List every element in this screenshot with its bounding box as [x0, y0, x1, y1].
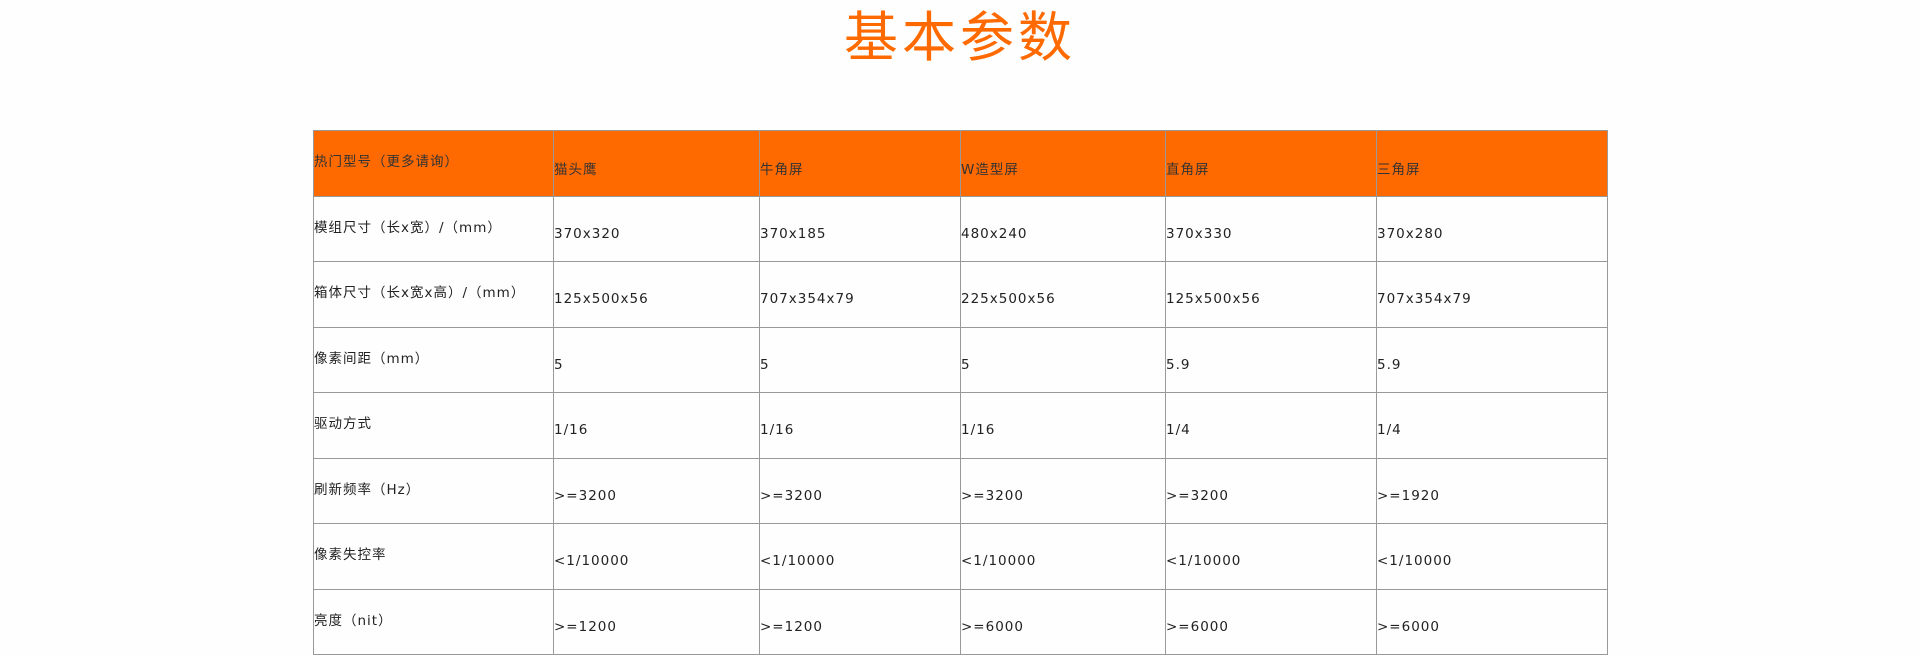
value-cell: 370x280: [1376, 195, 1608, 262]
value-cell: >=6000: [1165, 588, 1377, 655]
value-cell: 707x354x79: [1376, 261, 1608, 328]
table-header-row: 热门型号（更多请询） 猫头鹰 牛角屏 W造型屏 直角屏 三角屏: [313, 130, 1608, 197]
value-cell: 370x330: [1165, 195, 1377, 262]
value-cell: 5: [553, 326, 760, 393]
value-cell: 1/4: [1376, 392, 1608, 459]
table-row: 箱体尺寸（长x宽x高）/（mm） 125x500x56 707x354x79 225x…: [313, 261, 1608, 328]
value-cell: <1/10000: [553, 523, 760, 590]
value-cell: <1/10000: [1165, 523, 1377, 590]
value-cell: >=1200: [759, 588, 961, 655]
value-cell: 1/16: [553, 392, 760, 459]
model-name-cell: 猫头鹰: [553, 130, 760, 197]
value-cell: <1/10000: [1376, 523, 1608, 590]
value-cell: 707x354x79: [759, 261, 961, 328]
row-label-cell: 像素失控率: [313, 523, 554, 590]
value-cell: 1/16: [759, 392, 961, 459]
value-cell: 480x240: [960, 195, 1166, 262]
table-row: 驱动方式 1/16 1/16 1/16 1/4 1/4: [313, 392, 1608, 459]
value-cell: 5: [759, 326, 961, 393]
value-cell: 125x500x56: [553, 261, 760, 328]
value-cell: 370x185: [759, 195, 961, 262]
value-cell: 5: [960, 326, 1166, 393]
row-label-cell: 驱动方式: [313, 392, 554, 459]
page-title: 基本参数: [844, 6, 1076, 69]
value-cell: >=1200: [553, 588, 760, 655]
value-cell: >=3200: [759, 457, 961, 524]
value-cell: <1/10000: [960, 523, 1166, 590]
value-cell: >=6000: [960, 588, 1166, 655]
value-cell: 1/4: [1165, 392, 1377, 459]
parameters-table: 热门型号（更多请询） 猫头鹰 牛角屏 W造型屏 直角屏 三角屏 模组尺寸（长x宽）/（mm）…: [313, 130, 1608, 655]
value-cell: 5.9: [1376, 326, 1608, 393]
value-cell: 5.9: [1165, 326, 1377, 393]
table-row: 像素失控率 <1/10000 <1/10000 <1/10000 <1/10000 <1/…: [313, 523, 1608, 590]
table-row: 像素间距（mm） 5 5 5 5.9 5.9: [313, 326, 1608, 393]
value-cell: >=3200: [553, 457, 760, 524]
table-row: 亮度（nit） >=1200 >=1200 >=6000 >=6000 >=6000: [313, 588, 1608, 655]
value-cell: >=3200: [1165, 457, 1377, 524]
table-row: 模组尺寸（长x宽）/（mm） 370x320 370x185 480x240 370x3…: [313, 195, 1608, 262]
value-cell: 370x320: [553, 195, 760, 262]
row-label-cell: 刷新频率（Hz）: [313, 457, 554, 524]
value-cell: >=6000: [1376, 588, 1608, 655]
model-name-cell: 牛角屏: [759, 130, 961, 197]
value-cell: 1/16: [960, 392, 1166, 459]
model-name-cell: 三角屏: [1376, 130, 1608, 197]
value-cell: <1/10000: [759, 523, 961, 590]
row-label-cell: 亮度（nit）: [313, 588, 554, 655]
model-name-cell: W造型屏: [960, 130, 1166, 197]
row-label-cell: 模组尺寸（长x宽）/（mm）: [313, 195, 554, 262]
value-cell: 225x500x56: [960, 261, 1166, 328]
row-label-cell: 箱体尺寸（长x宽x高）/（mm）: [313, 261, 554, 328]
model-name-cell: 直角屏: [1165, 130, 1377, 197]
header-label-cell: 热门型号（更多请询）: [313, 130, 554, 197]
value-cell: >=1920: [1376, 457, 1608, 524]
value-cell: >=3200: [960, 457, 1166, 524]
table-row: 刷新频率（Hz） >=3200 >=3200 >=3200 >=3200 >=1920: [313, 457, 1608, 524]
value-cell: 125x500x56: [1165, 261, 1377, 328]
row-label-cell: 像素间距（mm）: [313, 326, 554, 393]
